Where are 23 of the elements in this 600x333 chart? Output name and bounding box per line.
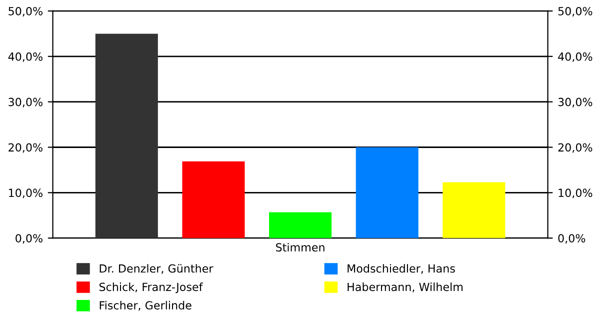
x-tick-label: Stimmen <box>276 242 324 252</box>
text: 20,0% <box>558 143 592 153</box>
text: 30,0% <box>558 98 592 108</box>
y-tick-label: 20,0% <box>8 143 42 153</box>
legend-label: Fischer, Gerlinde <box>100 300 192 311</box>
y-tick-label: 0,0% <box>16 234 42 244</box>
y-tick-label: 10,0% <box>9 188 42 198</box>
legend-label: Modschiedler, Hans <box>348 264 455 274</box>
y-tick-label: 30,0% <box>8 98 42 108</box>
bar <box>95 34 158 238</box>
bar <box>356 147 418 238</box>
text: 10,0% <box>558 188 592 198</box>
bar <box>442 182 506 238</box>
y-tick-label: 50,0% <box>8 6 42 16</box>
legend-label: Schick, Franz-Josef <box>99 282 203 294</box>
legend-label: Habermann, Wilhelm <box>348 282 463 292</box>
text: 40,0% <box>558 52 592 62</box>
legend-label: Dr. Denzler, Günther <box>100 264 214 274</box>
text: 0,0% <box>558 234 586 244</box>
y-tick-label: 40,0% <box>8 52 42 62</box>
bar <box>182 161 245 238</box>
bar <box>269 212 332 238</box>
text: 50,0% <box>558 6 592 16</box>
